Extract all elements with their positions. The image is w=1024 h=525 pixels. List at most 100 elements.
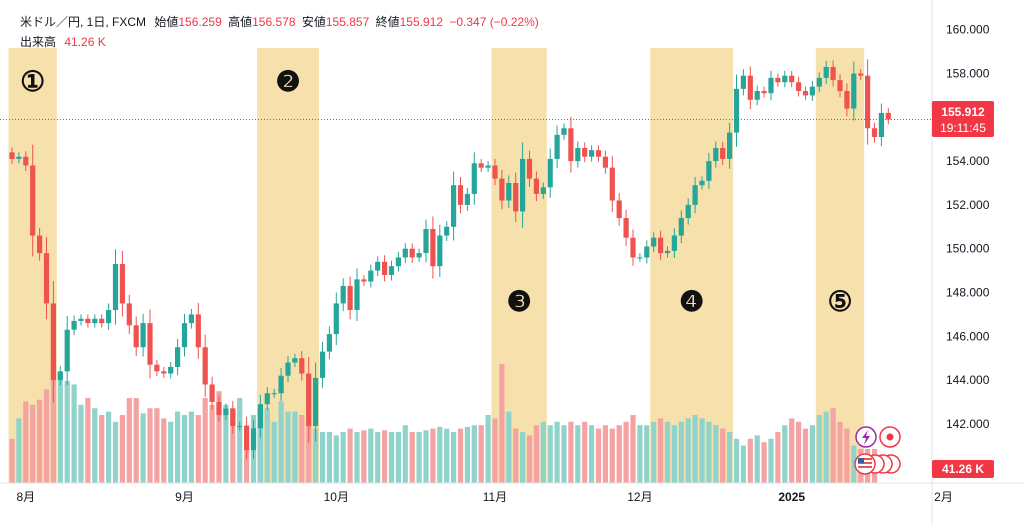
candle-body (43, 253, 50, 304)
candle-body (140, 323, 146, 348)
candle-body (209, 384, 215, 402)
candle-body (416, 253, 422, 258)
candle-body (423, 228, 429, 254)
symbol-title: 米ドル／円, 1日, FXCM (20, 15, 147, 29)
candle-body (782, 75, 788, 83)
volume-bar (223, 404, 229, 483)
candle-body (347, 285, 353, 311)
volume-bar (333, 435, 339, 483)
volume-bar (526, 435, 533, 483)
volume-bar (188, 411, 194, 483)
volume-bar (313, 428, 319, 483)
volume-header: 出来高 41.26 K (20, 33, 106, 50)
volume-tag-value: 41.26 K (942, 462, 984, 476)
price-tick-label: 150.000 (946, 242, 990, 256)
volume-bar (409, 432, 415, 483)
candle-body (326, 334, 332, 352)
volume-bar (802, 428, 809, 483)
time-axis[interactable]: 8月 9月 10月 11月 12月 2025 2月 (0, 482, 1024, 504)
candle-body (796, 82, 802, 92)
candle-body (133, 325, 139, 348)
volume-bar (768, 438, 774, 483)
candle-body (595, 150, 602, 157)
open-label: 始値 (154, 15, 179, 29)
candle-body (561, 128, 567, 135)
close-value: 155.912 (399, 15, 444, 29)
price-tick-label: 142.000 (946, 417, 990, 431)
volume-bar (271, 421, 277, 483)
candle-body (195, 314, 201, 348)
volume-bar (71, 384, 77, 483)
volume-bar (147, 408, 153, 483)
volume-bar (388, 432, 395, 483)
event-markers[interactable] (854, 426, 901, 475)
volume-bar (782, 425, 788, 483)
volume-bar (347, 428, 353, 483)
low-label: 安値 (301, 15, 326, 29)
volume-bar (43, 389, 50, 483)
volume-bar (437, 426, 443, 483)
low-value: 155.857 (325, 15, 370, 29)
candle-body (865, 75, 871, 129)
candle-body (844, 91, 850, 109)
candle-body (492, 165, 498, 179)
volume-bar (375, 432, 381, 483)
candle-body (85, 318, 91, 324)
us-flag-icon[interactable] (854, 453, 876, 475)
zone-label: ❹ (679, 286, 704, 317)
volume-bar (789, 418, 795, 483)
candle-body (188, 314, 194, 324)
candle-body (57, 371, 63, 381)
candle-body (616, 200, 622, 219)
candle-body (464, 193, 470, 205)
candle-body (823, 66, 829, 78)
candle-body (802, 91, 809, 96)
candle-body (644, 246, 650, 258)
candle-body (885, 112, 891, 120)
price-tick-label: 144.000 (946, 373, 990, 387)
volume-bar (616, 425, 622, 483)
volume-bar (161, 418, 167, 483)
volume-bar (582, 421, 588, 483)
volume-bar (340, 432, 346, 483)
volume-bar (119, 415, 125, 483)
candle-body (506, 182, 512, 201)
candle-body (630, 237, 636, 258)
time-tick-label: 9月 (175, 490, 194, 504)
volume-bar (678, 421, 684, 483)
volume-bar (278, 401, 284, 483)
candle-body (754, 91, 760, 100)
candle-body (361, 279, 367, 282)
volume-bar (395, 432, 401, 483)
candle-body (106, 310, 112, 324)
candle-body (651, 237, 657, 247)
volume-bar (658, 418, 664, 483)
candle-body (402, 248, 408, 258)
volume-bar (64, 381, 70, 483)
candle-body (878, 112, 884, 138)
candle-body (368, 270, 374, 282)
close-label: 終値 (375, 15, 400, 29)
candle-body (471, 163, 477, 194)
volume-bar (354, 432, 360, 483)
volume-bars (9, 364, 878, 483)
candle-body (568, 128, 574, 162)
volume-bar (140, 413, 146, 483)
volume-bar (444, 428, 450, 483)
candle-body (513, 182, 519, 212)
candle-body (319, 351, 326, 378)
volume-bar (30, 404, 36, 483)
candle-body (299, 358, 305, 374)
bar-countdown: 19:11:45 (940, 121, 986, 135)
volume-bar (416, 432, 422, 483)
candle-body (789, 75, 795, 83)
price-axis[interactable]: 160.000158.000156.000154.000152.000150.0… (931, 0, 990, 525)
volume-bar (637, 425, 643, 483)
candle-body (547, 158, 553, 188)
volume-bar (175, 411, 181, 483)
price-tick-label: 154.000 (946, 154, 990, 168)
candle-body (671, 235, 677, 251)
volume-bar (16, 418, 22, 483)
candle-body (733, 88, 740, 133)
